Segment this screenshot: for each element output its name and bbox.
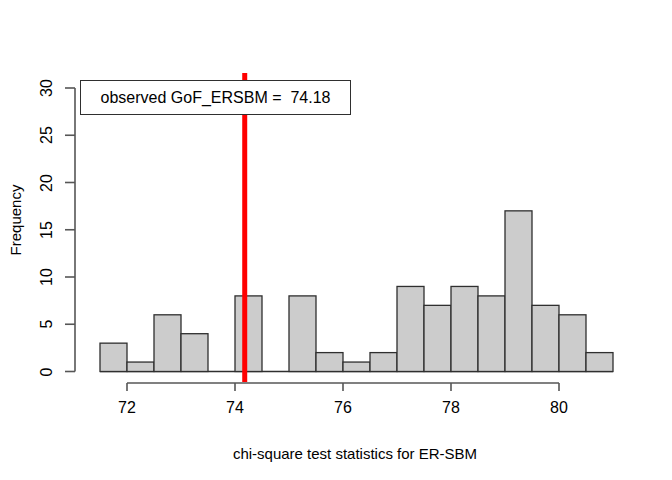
x-tick-label: 76 — [334, 399, 352, 417]
histogram-bar — [370, 353, 397, 372]
histogram-bar — [235, 296, 262, 372]
histogram-bar — [532, 305, 559, 371]
histogram-bar — [586, 353, 613, 372]
x-tick-label: 78 — [442, 399, 460, 417]
histogram-bar — [343, 362, 370, 371]
x-tick-label: 72 — [118, 399, 136, 417]
histogram-bar — [100, 343, 127, 371]
histogram-figure: chi-square test statistics for ER-SBM Fr… — [0, 0, 672, 480]
histogram-bar — [316, 353, 343, 372]
histogram-bar — [451, 286, 478, 371]
x-tick-label: 74 — [226, 399, 244, 417]
legend-box: observed GoF_ERSBM = 74.18 — [80, 80, 351, 115]
y-tick-label: 0 — [38, 367, 56, 376]
x-tick-label: 80 — [550, 399, 568, 417]
histogram-bar — [478, 296, 505, 372]
y-tick-label: 5 — [38, 320, 56, 329]
histogram-bar — [397, 286, 424, 371]
histogram-bar — [559, 315, 586, 372]
histogram-bar — [154, 315, 181, 372]
legend-observed-value-label: observed GoF_ERSBM = 74.18 — [101, 89, 331, 107]
y-tick-label: 10 — [38, 268, 56, 286]
histogram-bar — [505, 211, 532, 372]
x-axis-title: chi-square test statistics for ER-SBM — [233, 445, 477, 462]
histogram-bar — [127, 362, 154, 371]
y-tick-label: 30 — [38, 79, 56, 97]
y-tick-label: 25 — [38, 126, 56, 144]
histogram-bar — [424, 305, 451, 371]
y-axis-title: Frequency — [7, 185, 24, 256]
histogram-bar — [181, 334, 208, 372]
y-tick-label: 15 — [38, 221, 56, 239]
histogram-bar — [289, 296, 316, 372]
y-tick-label: 20 — [38, 174, 56, 192]
